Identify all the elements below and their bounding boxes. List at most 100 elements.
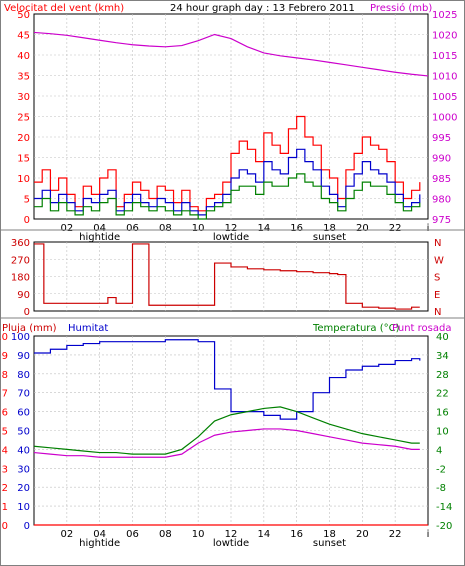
top-x-tick-label: 02 — [60, 223, 73, 234]
temperature-y-tick-label: 4 — [436, 445, 442, 456]
pressure-y-tick-label: 1020 — [432, 31, 457, 42]
bottom-x-event-label: lowtide — [213, 538, 249, 549]
series-line-bottom-2 — [33, 406, 420, 455]
bottom-x-tick-label: 12 — [225, 529, 238, 540]
rain-y-tick-label: 1 — [2, 502, 8, 513]
rain-y-tick-label: 4 — [2, 445, 8, 456]
bottom-x-tick-label: i — [427, 529, 430, 540]
rain-y-tick-label: 5 — [2, 427, 8, 438]
humidity-y-tick-label: 60 — [17, 408, 30, 419]
wind-y-tick-label: 0 — [24, 215, 30, 226]
humidity-y-tick-label: 80 — [17, 370, 30, 381]
temperature-y-tick-label: 28 — [436, 370, 449, 381]
direction-compass-label: S — [434, 273, 440, 284]
top-x-tick-label: 20 — [356, 223, 369, 234]
series-line-top-3 — [33, 31, 429, 77]
series-line-bottom-1 — [34, 339, 421, 420]
bottom-x-tick-label: 18 — [323, 529, 336, 540]
bottom-x-tick-label: 10 — [192, 529, 205, 540]
bottom-x-tick-label: 20 — [356, 529, 369, 540]
bottom-x-tick-label: 14 — [257, 529, 270, 540]
humidity-y-tick-label: 0 — [24, 521, 30, 532]
top-x-tick-label: 04 — [93, 223, 106, 234]
humidity-y-tick-label: 30 — [17, 464, 30, 475]
wind-y-tick-label: 20 — [17, 133, 30, 144]
series-line-top-2 — [34, 173, 421, 220]
pressure-y-tick-label: 975 — [432, 215, 451, 226]
series-line-direction-0 — [34, 243, 420, 310]
top-x-tick-label: 18 — [323, 223, 336, 234]
humidity-y-tick-label: 40 — [17, 445, 30, 456]
temperature-y-tick-label: -20 — [436, 521, 452, 532]
bottom-x-tick-label: 06 — [126, 529, 139, 540]
wind-y-tick-label: 25 — [17, 113, 30, 124]
wind-y-tick-label: 10 — [17, 174, 30, 185]
humidity-y-tick-label: 50 — [17, 427, 30, 438]
pressure-axis-label: Pressió (mb) — [370, 2, 432, 14]
wind-y-tick-label: 40 — [17, 51, 30, 62]
temperature-y-tick-label: 34 — [436, 351, 449, 362]
humidity-axis-label: Humitat — [68, 323, 108, 334]
temperature-y-tick-label: -8 — [436, 483, 446, 494]
direction-y-tick-label: 270 — [11, 255, 30, 266]
wind-y-tick-label: 30 — [17, 92, 30, 103]
pressure-y-tick-label: 1005 — [432, 92, 457, 103]
rain-y-tick-label: 2 — [2, 483, 8, 494]
top-x-tick-label: 12 — [225, 223, 238, 234]
direction-y-tick-label: 0 — [24, 307, 30, 318]
top-x-tick-label: 08 — [159, 223, 172, 234]
bottom-x-tick-label: 02 — [60, 529, 73, 540]
chart-title: 24 hour graph day : 13 Febrero 2011 — [170, 3, 355, 14]
temperature-y-tick-label: 40 — [436, 332, 449, 343]
rain-axis-label: Pluja (mm) — [2, 323, 57, 334]
wind-y-tick-label: 5 — [24, 195, 30, 206]
direction-compass-label: W — [434, 255, 444, 266]
temperature-axis-label: Temperatura (°C) — [312, 323, 400, 334]
direction-compass-label: E — [434, 290, 440, 301]
pressure-y-tick-label: 980 — [432, 195, 451, 206]
temperature-y-tick-label: -14 — [436, 502, 452, 513]
temperature-y-tick-label: 10 — [436, 427, 449, 438]
pressure-y-tick-label: 1025 — [432, 10, 457, 21]
direction-y-tick-label: 360 — [11, 238, 30, 249]
pressure-y-tick-label: 1000 — [432, 113, 457, 124]
top-x-tick-label: i — [427, 223, 430, 234]
rain-y-tick-label: 0 — [2, 521, 8, 532]
top-x-tick-label: 14 — [257, 223, 270, 234]
humidity-y-tick-label: 10 — [17, 502, 30, 513]
wind-y-tick-label: 45 — [17, 31, 30, 42]
wind-speed-axis-label: Velocitat del vent (kmh) — [4, 3, 124, 14]
bottom-x-tick-label: 08 — [159, 529, 172, 540]
rain-y-tick-label: 7 — [2, 389, 8, 400]
rain-y-tick-label: 10 — [0, 332, 8, 343]
temperature-y-tick-label: 22 — [436, 389, 449, 400]
top-x-event-label: sunset — [313, 232, 346, 243]
pressure-y-tick-label: 990 — [432, 154, 451, 165]
wind-y-tick-label: 15 — [17, 154, 30, 165]
pressure-y-tick-label: 985 — [432, 174, 451, 185]
direction-compass-label: N — [434, 238, 441, 249]
top-x-tick-label: 16 — [290, 223, 303, 234]
bottom-x-tick-label: 16 — [290, 529, 303, 540]
direction-y-tick-label: 180 — [11, 273, 30, 284]
direction-compass-label: N — [434, 307, 441, 318]
bottom-x-tick-label: 22 — [389, 529, 402, 540]
rain-y-tick-label: 8 — [2, 370, 8, 381]
temperature-y-tick-label: -2 — [436, 464, 446, 475]
pressure-y-tick-label: 995 — [432, 133, 451, 144]
top-x-tick-label: 06 — [126, 223, 139, 234]
bottom-x-event-label: sunset — [313, 538, 346, 549]
dewpoint-axis-label: Punt rosada — [392, 323, 451, 334]
wind-y-tick-label: 35 — [17, 72, 30, 83]
humidity-y-tick-label: 90 — [17, 351, 30, 362]
series-line-bottom-3 — [33, 428, 420, 458]
top-x-tick-label: 10 — [192, 223, 205, 234]
top-x-event-label: lowtide — [213, 232, 249, 243]
temperature-y-tick-label: 16 — [436, 408, 449, 419]
top-x-event-label: hightide — [79, 232, 120, 243]
wind-y-tick-label: 50 — [17, 10, 30, 21]
bottom-x-tick-label: 04 — [93, 529, 106, 540]
pressure-y-tick-label: 1010 — [432, 72, 457, 83]
rain-y-tick-label: 3 — [2, 464, 8, 475]
